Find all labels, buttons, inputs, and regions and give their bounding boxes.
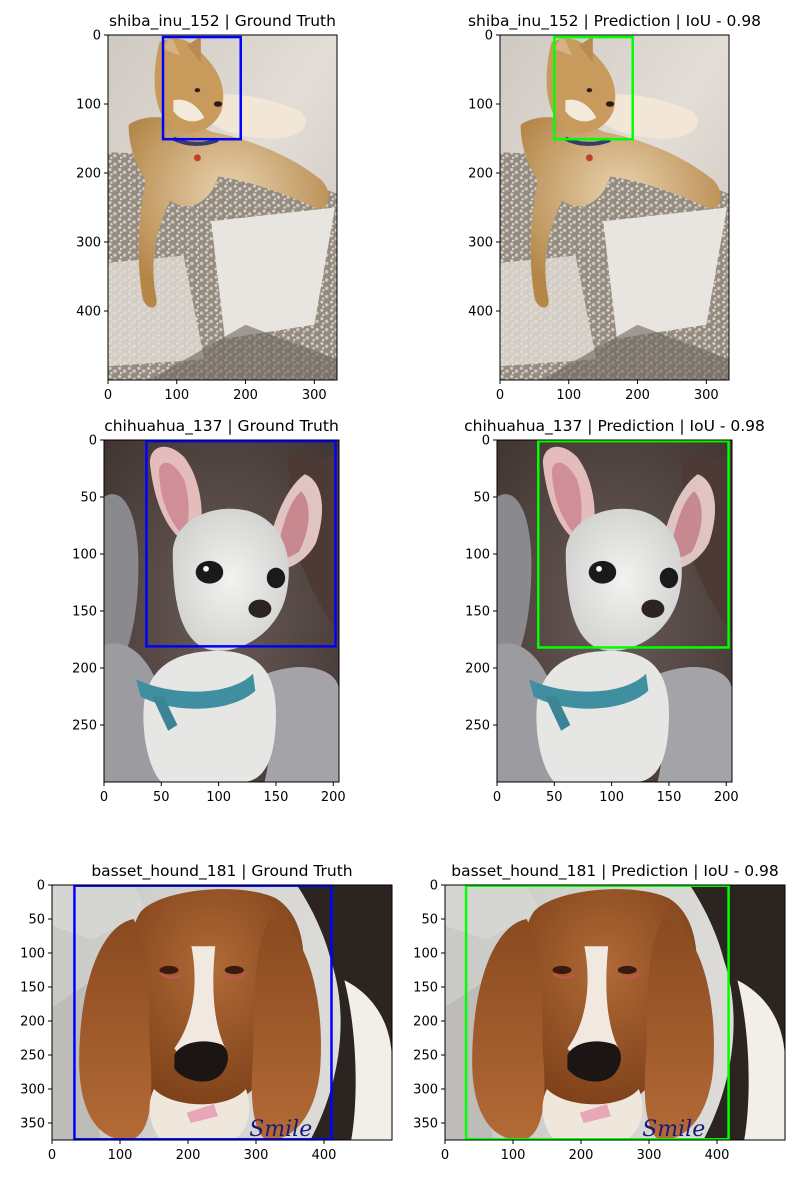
x-tick-label: 0 [493, 790, 501, 805]
y-tick-label: 50 [473, 491, 490, 506]
x-tick-label: 300 [244, 1148, 269, 1163]
axes-frame [51, 884, 393, 1141]
subplot-4: chihuahua_137 | Prediction | IoU - 0.980… [464, 417, 765, 805]
subplot-title: shiba_inu_152 | Prediction | IoU - 0.98 [468, 12, 761, 31]
x-tick-label: 100 [501, 1148, 526, 1163]
subplot-title: shiba_inu_152 | Ground Truth [109, 12, 336, 31]
image-shiba-inu-152 [108, 35, 337, 380]
x-tick-label: 0 [104, 388, 112, 403]
x-tick-label: 200 [625, 388, 650, 403]
prediction-box [464, 884, 730, 1141]
x-tick-label: 100 [206, 790, 231, 805]
y-tick-label: 150 [72, 605, 97, 620]
axes-frame [107, 34, 338, 381]
x-tick-label: 100 [556, 388, 581, 403]
y-tick-label: 250 [413, 1049, 438, 1064]
prediction-box [553, 35, 634, 141]
x-tick-label: 0 [100, 790, 108, 805]
x-tick-label: 0 [441, 1148, 449, 1163]
subplot-title: basset_hound_181 | Prediction | IoU - 0.… [451, 862, 779, 881]
x-tick-label: 200 [176, 1148, 201, 1163]
x-tick-label: 100 [599, 790, 624, 805]
image-basset-hound-181 [52, 885, 392, 1140]
y-tick-label: 250 [20, 1049, 45, 1064]
x-tick-label: 0 [48, 1148, 56, 1163]
y-tick-label: 200 [465, 662, 490, 677]
y-tick-label: 350 [20, 1117, 45, 1132]
y-tick-label: 300 [468, 236, 493, 251]
x-tick-label: 50 [546, 790, 563, 805]
y-tick-label: 50 [421, 913, 438, 928]
y-tick-label: 100 [72, 548, 97, 563]
y-tick-label: 400 [468, 305, 493, 320]
y-tick-label: 100 [76, 98, 101, 113]
x-tick-label: 400 [312, 1148, 337, 1163]
ground-truth-box [145, 439, 337, 648]
subplot-title: chihuahua_137 | Prediction | IoU - 0.98 [464, 417, 765, 436]
watermark-text: Smile [642, 1117, 705, 1142]
y-tick-label: 200 [468, 167, 493, 182]
x-tick-label: 300 [302, 388, 327, 403]
x-tick-label: 150 [264, 790, 289, 805]
image-chihuahua-137 [104, 440, 339, 782]
y-tick-label: 100 [413, 947, 438, 962]
image-shiba-inu-152 [500, 35, 729, 380]
subplot-3: chihuahua_137 | Ground Truth 0 50 100 150 200… [72, 417, 346, 805]
y-tick-label: 50 [80, 491, 97, 506]
y-tick-label: 100 [20, 947, 45, 962]
subplot-title: basset_hound_181 | Ground Truth [91, 862, 352, 881]
x-tick-label: 50 [153, 790, 170, 805]
y-tick-label: 0 [93, 29, 101, 44]
y-tick-label: 100 [465, 548, 490, 563]
x-tick-label: 200 [321, 790, 346, 805]
y-tick-label: 200 [72, 662, 97, 677]
y-tick-label: 50 [28, 913, 45, 928]
y-tick-label: 0 [430, 879, 438, 894]
y-tick-label: 400 [76, 305, 101, 320]
y-tick-label: 250 [72, 719, 97, 734]
y-tick-label: 0 [37, 879, 45, 894]
subplot-5: Smile basset_hound_181 | Ground Truth 0 100… [20, 862, 393, 1163]
x-tick-label: 200 [714, 790, 739, 805]
image-chihuahua-137 [497, 440, 732, 782]
y-tick-label: 100 [468, 98, 493, 113]
axes-frame [444, 884, 786, 1141]
x-tick-label: 400 [705, 1148, 730, 1163]
y-tick-label: 150 [413, 981, 438, 996]
y-tick-label: 300 [76, 236, 101, 251]
x-tick-label: 150 [657, 790, 682, 805]
y-tick-label: 150 [465, 605, 490, 620]
image-basset-hound-181 [445, 885, 785, 1140]
x-tick-label: 100 [108, 1148, 133, 1163]
watermark-text: Smile [249, 1117, 312, 1142]
x-tick-label: 300 [637, 1148, 662, 1163]
subplot-1: shiba_inu_152 | Ground Truth 0 100 200 300 0 1… [76, 12, 338, 403]
x-tick-label: 300 [694, 388, 719, 403]
y-tick-label: 250 [465, 719, 490, 734]
y-tick-label: 0 [482, 434, 490, 449]
y-tick-label: 200 [76, 167, 101, 182]
ground-truth-box [73, 884, 333, 1141]
y-tick-label: 150 [20, 981, 45, 996]
ground-truth-box [161, 35, 242, 141]
x-tick-label: 100 [164, 388, 189, 403]
y-tick-label: 0 [89, 434, 97, 449]
x-tick-label: 200 [233, 388, 258, 403]
axes-frame [499, 34, 730, 381]
y-tick-label: 350 [413, 1117, 438, 1132]
y-tick-label: 300 [20, 1083, 45, 1098]
subplot-title: chihuahua_137 | Ground Truth [104, 417, 339, 436]
subplot-2: shiba_inu_152 | Prediction | IoU - 0.980… [468, 12, 761, 403]
y-tick-label: 300 [413, 1083, 438, 1098]
subplot-6: Smile basset_hound_181 | Prediction | IoU… [413, 862, 786, 1163]
y-tick-label: 200 [20, 1015, 45, 1030]
y-tick-label: 0 [485, 29, 493, 44]
prediction-box [537, 439, 730, 649]
y-tick-label: 200 [413, 1015, 438, 1030]
x-tick-label: 200 [569, 1148, 594, 1163]
x-tick-label: 0 [496, 388, 504, 403]
